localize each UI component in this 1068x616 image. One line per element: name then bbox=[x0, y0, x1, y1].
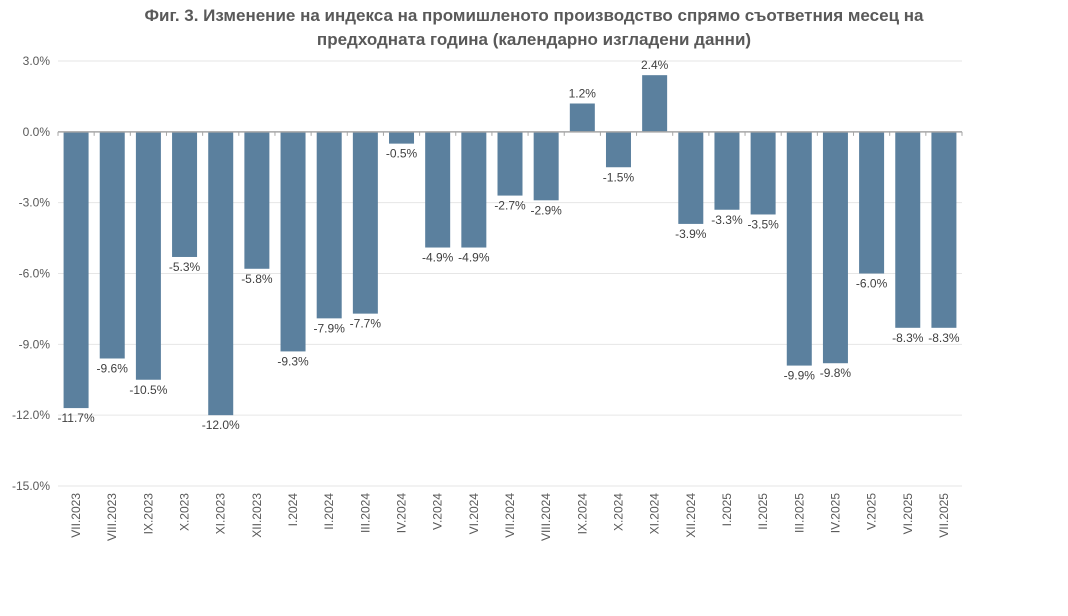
x-tick-label: XI.2023 bbox=[214, 493, 228, 535]
bar bbox=[425, 131, 451, 248]
bar bbox=[135, 131, 161, 380]
bar bbox=[714, 131, 740, 210]
bar bbox=[461, 131, 487, 248]
bar bbox=[678, 131, 704, 224]
bar bbox=[786, 131, 812, 366]
data-label: -9.9% bbox=[784, 369, 816, 383]
x-tick-label: VII.2023 bbox=[69, 493, 83, 538]
x-tick-label: IX.2024 bbox=[575, 493, 589, 535]
bar bbox=[352, 131, 378, 314]
x-tick-label: VIII.2024 bbox=[539, 493, 553, 541]
data-label: -3.9% bbox=[675, 227, 707, 241]
y-tick-label: -15.0% bbox=[12, 479, 50, 493]
chart-title: Фиг. 3. Изменение на индекса на промишле… bbox=[0, 4, 1068, 52]
data-label: -7.7% bbox=[350, 317, 382, 331]
y-tick-label: -3.0% bbox=[19, 196, 51, 210]
x-tick-label: IX.2023 bbox=[141, 493, 155, 535]
data-label: -8.3% bbox=[928, 331, 960, 345]
data-label: 2.4% bbox=[641, 58, 669, 72]
bar bbox=[316, 131, 342, 319]
bar bbox=[895, 131, 921, 328]
data-label: -4.9% bbox=[422, 251, 454, 265]
chart-title-line2: предходната година (календарно изгладени… bbox=[316, 30, 752, 49]
data-label: -5.8% bbox=[241, 272, 273, 286]
bar bbox=[822, 131, 848, 364]
x-tick-label: XII.2024 bbox=[684, 493, 698, 538]
x-tick-label: X.2024 bbox=[611, 493, 625, 531]
bar bbox=[63, 131, 89, 409]
bar bbox=[750, 131, 776, 215]
data-label: -7.9% bbox=[314, 321, 346, 335]
x-tick-label: IV.2024 bbox=[395, 493, 409, 534]
x-tick-label: II.2025 bbox=[756, 493, 770, 530]
x-tick-label: VIII.2023 bbox=[105, 493, 119, 541]
data-label: -11.7% bbox=[58, 411, 95, 425]
data-label: -9.6% bbox=[97, 362, 129, 376]
data-label: -3.3% bbox=[711, 213, 743, 227]
bar bbox=[533, 131, 559, 201]
data-label: -12.0% bbox=[202, 418, 240, 432]
bar bbox=[389, 131, 415, 144]
bar bbox=[642, 75, 668, 132]
x-tick-label: VI.2024 bbox=[467, 493, 481, 535]
data-label: -9.8% bbox=[820, 366, 852, 380]
x-tick-label: III.2024 bbox=[358, 493, 372, 533]
x-tick-label: IV.2025 bbox=[828, 493, 842, 534]
data-label: -4.9% bbox=[458, 251, 490, 265]
x-tick-label: III.2025 bbox=[792, 493, 806, 533]
x-tick-label: V.2024 bbox=[431, 493, 445, 530]
data-label: -0.5% bbox=[386, 147, 418, 161]
x-tick-label: X.2023 bbox=[178, 493, 192, 531]
bar bbox=[172, 131, 198, 257]
x-tick-label: V.2025 bbox=[865, 493, 879, 530]
x-tick-label: I.2024 bbox=[286, 493, 300, 527]
chart-title-line1: Фиг. 3. Изменение на индекса на промишле… bbox=[144, 6, 924, 25]
x-tick-label: XI.2024 bbox=[648, 493, 662, 535]
data-label: -1.5% bbox=[603, 170, 635, 184]
data-label: -3.5% bbox=[747, 217, 779, 231]
y-tick-label: -9.0% bbox=[19, 337, 51, 351]
data-label: -6.0% bbox=[856, 277, 888, 291]
bar bbox=[569, 103, 595, 132]
bar bbox=[280, 131, 306, 352]
y-tick-label: -12.0% bbox=[12, 408, 50, 422]
x-tick-label: VII.2025 bbox=[937, 493, 951, 538]
bar bbox=[99, 131, 125, 359]
x-tick-label: II.2024 bbox=[322, 493, 336, 530]
y-tick-label: 0.0% bbox=[23, 125, 51, 139]
data-label: -5.3% bbox=[169, 260, 201, 274]
x-tick-label: XII.2023 bbox=[250, 493, 264, 538]
y-tick-label: 3.0% bbox=[23, 54, 51, 68]
bar bbox=[497, 131, 523, 196]
bar bbox=[859, 131, 885, 274]
y-tick-label: -6.0% bbox=[19, 267, 51, 281]
data-label: -9.3% bbox=[277, 354, 309, 368]
x-tick-label: I.2025 bbox=[720, 493, 734, 527]
data-label: -2.7% bbox=[494, 199, 526, 213]
x-tick-label: VII.2024 bbox=[503, 493, 517, 538]
data-label: -2.9% bbox=[530, 203, 562, 217]
bar bbox=[931, 131, 957, 328]
data-label: -8.3% bbox=[892, 331, 924, 345]
x-tick-label: VI.2025 bbox=[901, 493, 915, 535]
data-label: 1.2% bbox=[569, 87, 597, 101]
bar bbox=[605, 131, 631, 168]
bar bbox=[244, 131, 270, 269]
data-label: -10.5% bbox=[129, 383, 167, 397]
bar bbox=[208, 131, 234, 416]
